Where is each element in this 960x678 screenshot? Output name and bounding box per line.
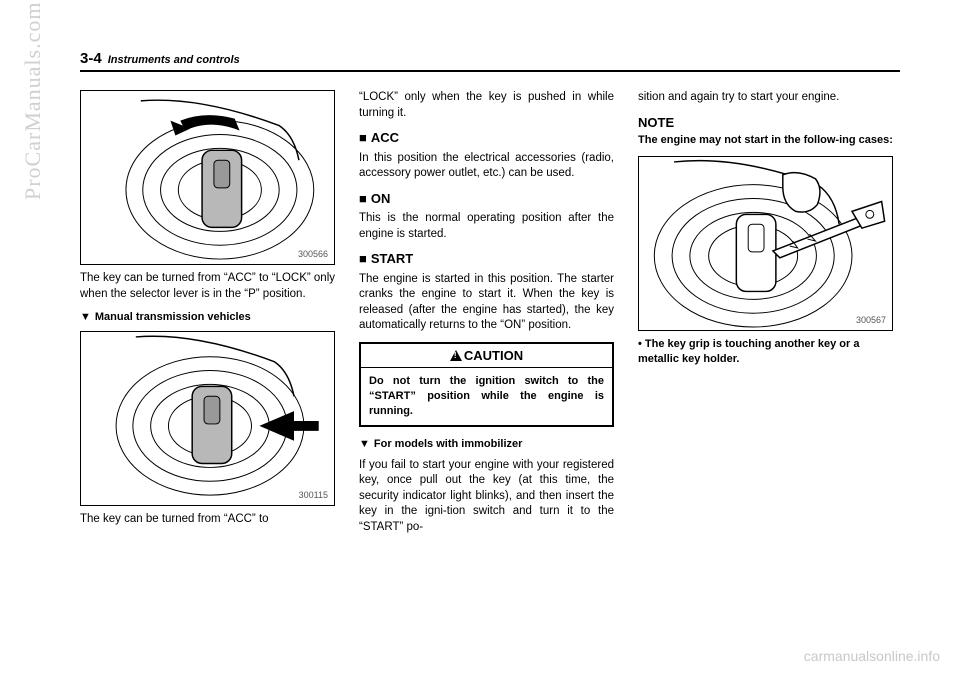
watermark-side: ProCarManuals.com [20,2,46,200]
bullet-paragraph: • The key grip is touching another key o… [638,337,893,367]
square-bullet-icon: ■ [359,130,367,145]
paragraph: This is the normal operating position af… [359,211,614,242]
paragraph: The engine is started in this position. … [359,272,614,334]
paragraph: The key can be turned from “ACC” to “LOC… [80,271,335,302]
caution-body: Do not turn the ignition switch to the “… [361,368,612,425]
text-columns: 300566 The key can be turned from “ACC” … [80,90,900,543]
paragraph: In this position the electrical accessor… [359,151,614,182]
figure-key-touching: 300567 [638,156,893,331]
section-heading-on: ■ ON [359,190,614,208]
sub-heading-text: For models with immobilizer [374,438,523,450]
heading-text: START [371,251,413,266]
page-content: 3-4 Instruments and controls 300566 [80,50,900,650]
section-title: Instruments and controls [108,54,240,66]
square-bullet-icon: ■ [359,251,367,266]
warning-icon [450,350,462,361]
paragraph: “LOCK” only when the key is pushed in wh… [359,90,614,121]
square-bullet-icon: ■ [359,191,367,206]
sub-heading: ▼ For models with immobilizer [359,437,614,452]
column-3: sition and again try to start your engin… [638,90,893,543]
note-heading: NOTE [638,114,893,132]
figure-ignition-auto: 300566 [80,90,335,265]
heading-text: ON [371,191,391,206]
section-heading-start: ■ START [359,250,614,268]
page-number: 3-4 [80,50,102,67]
watermark-bottom: carmanualsonline.info [804,648,940,664]
heading-text: ACC [371,130,399,145]
figure-id: 300115 [299,489,328,501]
note-text: The engine may not start in the follow-i… [638,133,893,148]
paragraph: The key can be turned from “ACC” to [80,512,335,528]
section-heading-acc: ■ ACC [359,129,614,147]
page-header: 3-4 Instruments and controls [80,50,900,72]
figure-ignition-manual: 300115 [80,331,335,506]
paragraph: If you fail to start your engine with yo… [359,458,614,536]
column-2: “LOCK” only when the key is pushed in wh… [359,90,614,543]
sub-heading: ▼ Manual transmission vehicles [80,310,335,325]
figure-id: 300566 [298,248,328,260]
column-1: 300566 The key can be turned from “ACC” … [80,90,335,543]
caution-box: CAUTION Do not turn the ignition switch … [359,342,614,427]
paragraph: sition and again try to start your engin… [638,90,893,106]
figure-id: 300567 [856,314,886,326]
caution-header: CAUTION [361,344,612,369]
sub-heading-text: Manual transmission vehicles [95,311,251,323]
triangle-bullet-icon: ▼ [359,438,370,450]
triangle-bullet-icon: ▼ [80,311,91,323]
caution-label: CAUTION [464,348,523,363]
